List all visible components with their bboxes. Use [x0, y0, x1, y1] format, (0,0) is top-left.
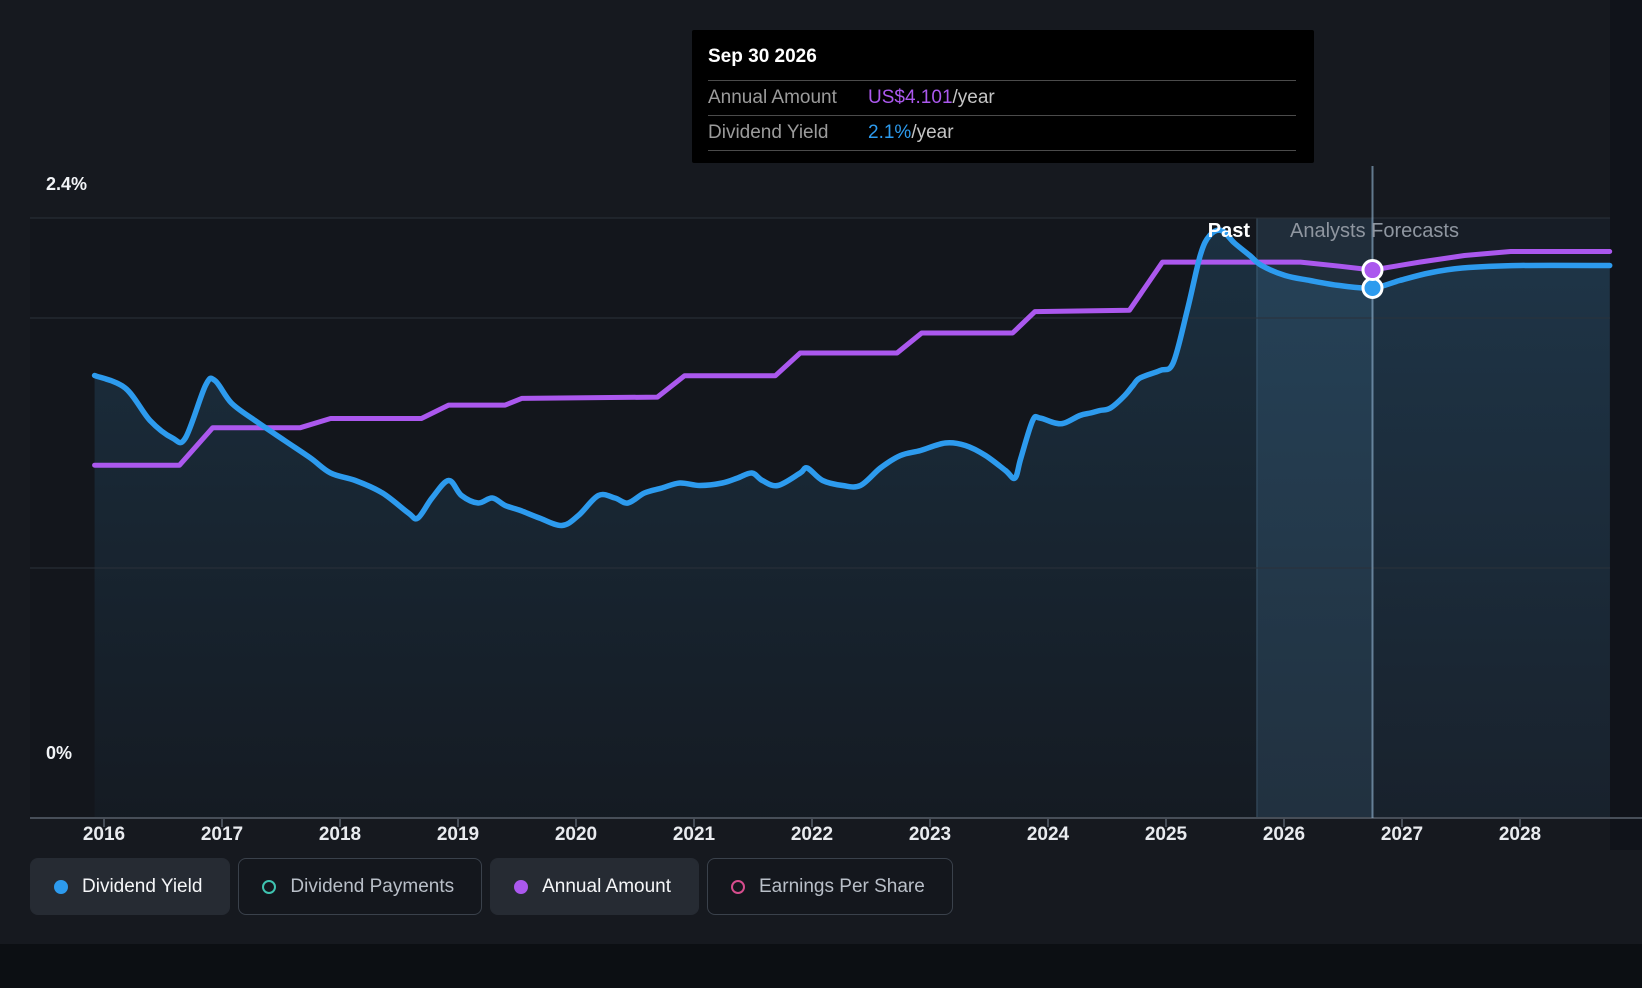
tooltip-dividend-yield-label: Dividend Yield [708, 122, 829, 143]
x-axis-label-2028: 2028 [1498, 824, 1542, 845]
legend-label-dividend-yield: Dividend Yield [82, 875, 203, 897]
annual-amount-marker-icon [514, 879, 529, 894]
tooltip-annual-amount-suffix: /year [952, 87, 995, 108]
x-axis-label-2019: 2019 [436, 824, 480, 845]
x-axis-label-2026: 2026 [1262, 824, 1306, 845]
x-axis-label-2027: 2027 [1380, 824, 1424, 845]
x-axis-label-2024: 2024 [1026, 824, 1070, 845]
tooltip-annual-amount-label: Annual Amount [708, 87, 837, 108]
x-axis-label-2021: 2021 [672, 824, 716, 845]
chart-legend: Dividend Yield Dividend Payments Annual Am… [30, 858, 953, 915]
legend-label-dividend-payments: Dividend Payments [290, 875, 455, 897]
tooltip-dividend-yield-value: 2.1% [868, 122, 912, 143]
legend-label-earnings-per-share: Earnings Per Share [759, 875, 925, 897]
x-axis-label-2017: 2017 [200, 824, 244, 845]
x-axis-label-2022: 2022 [790, 824, 834, 845]
x-axis-label-2016: 2016 [82, 824, 126, 845]
tooltip-dividend-yield-suffix: /year [911, 122, 954, 143]
annual-amount-hover-dot [1361, 259, 1384, 282]
tooltip-row-annual-amount: Annual Amount US$4.101 /year [708, 80, 1296, 115]
tooltip-annual-amount-value: US$4.101 [868, 87, 953, 108]
y-axis-label-min: 0% [46, 743, 73, 763]
legend-item-annual-amount[interactable]: Annual Amount [490, 858, 699, 915]
x-axis-label-2018: 2018 [318, 824, 362, 845]
y-axis-label-max: 2.4% [46, 174, 88, 194]
tooltip-row-dividend-yield: Dividend Yield 2.1% /year [708, 115, 1296, 151]
legend-item-dividend-payments[interactable]: Dividend Payments [238, 858, 483, 915]
x-axis-label-2025: 2025 [1144, 824, 1188, 845]
dividend-yield-hover-dot [1361, 277, 1384, 299]
analysts-forecasts-region-label: Analysts Forecasts [1290, 220, 1459, 242]
past-region-label: Past [1207, 220, 1250, 242]
dividend-payments-marker-icon [262, 879, 277, 894]
tooltip-date-title: Sep 30 2026 [708, 46, 817, 67]
x-axis-label-2023: 2023 [908, 824, 952, 845]
earnings-per-share-marker-icon [731, 879, 745, 894]
legend-item-earnings-per-share[interactable]: Earnings Per Share [707, 858, 953, 915]
x-axis-label-2020: 2020 [554, 824, 598, 845]
dividend-yield-marker-icon [54, 879, 68, 894]
legend-item-dividend-yield[interactable]: Dividend Yield [30, 858, 231, 915]
chart-tooltip: Sep 30 2026 Annual Amount US$4.101 /year… [692, 30, 1314, 163]
footer-strip [0, 944, 1642, 988]
legend-label-annual-amount: Annual Amount [542, 875, 671, 897]
